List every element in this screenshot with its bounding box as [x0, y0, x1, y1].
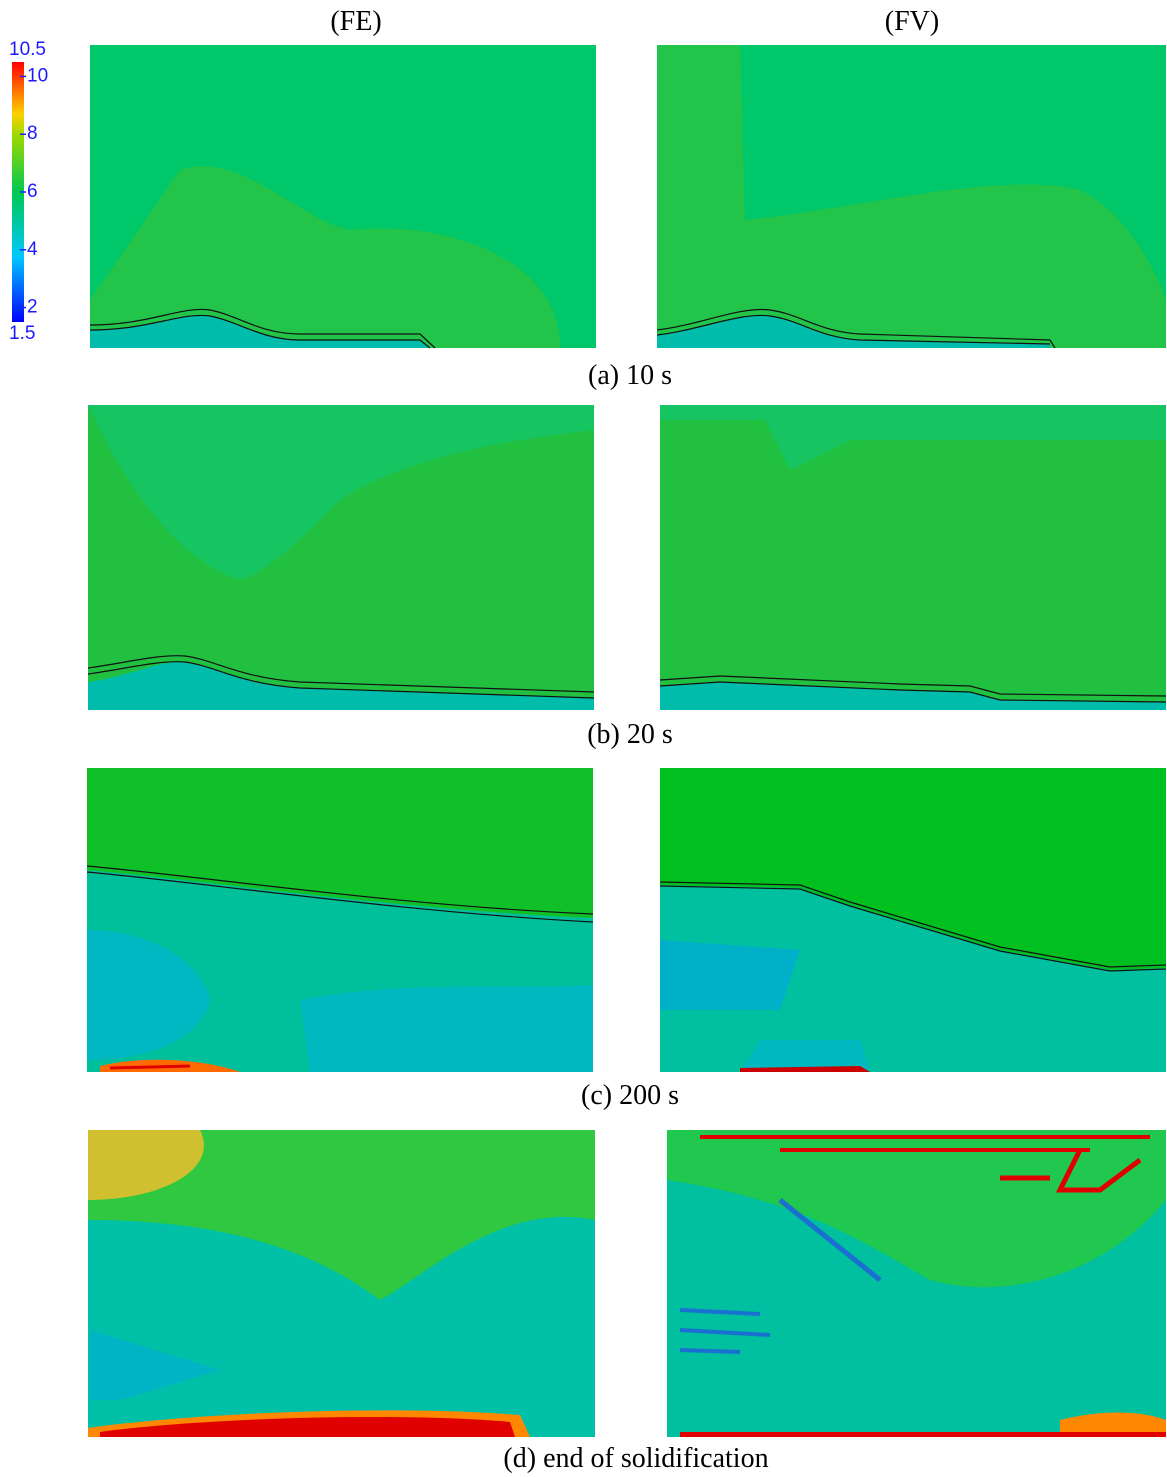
- colorbar-tick-label: 8: [27, 123, 38, 144]
- contour-region: [659, 681, 1167, 703]
- contour-region: [740, 1040, 870, 1072]
- contour-region: [659, 885, 1167, 972]
- colorbar-tick-label: 6: [27, 181, 38, 202]
- contour-region: [86, 865, 594, 915]
- contour-region: [89, 308, 436, 349]
- panel: [86, 768, 594, 1072]
- contour-region: [86, 871, 594, 923]
- column-header: (FV): [885, 6, 939, 37]
- contour-region: [656, 314, 1051, 345]
- contour-region: [90, 1330, 220, 1400]
- colorbar-tick-label: 1.5: [9, 323, 35, 344]
- panel: [659, 405, 1167, 710]
- contour-region: [87, 930, 210, 1060]
- contour-region: [778, 1198, 882, 1282]
- contour-region: [88, 1130, 204, 1200]
- contour-region: [1055, 1148, 1142, 1193]
- contour-region: [740, 1066, 870, 1072]
- contour-region: [660, 940, 800, 1010]
- contour-region: [660, 885, 1166, 1072]
- caption: (a) 10 s: [588, 360, 672, 391]
- contour-region: [88, 405, 594, 580]
- caption: (d) end of solidification: [503, 1443, 768, 1474]
- contour-region: [656, 308, 1056, 349]
- contour-region: [87, 661, 595, 699]
- contour-region: [1060, 1412, 1166, 1437]
- panel: [89, 45, 596, 349]
- contour-region: [657, 315, 1050, 348]
- contour-region: [660, 682, 1166, 710]
- panel: [656, 45, 1166, 349]
- contour-region: [87, 655, 595, 693]
- contour-region: [659, 881, 1167, 968]
- column-header: (FE): [330, 6, 381, 37]
- caption: (c) 200 s: [581, 1080, 679, 1111]
- colorbar-tick-label: 2: [27, 297, 38, 318]
- colorbar-tick-label: 4: [27, 239, 38, 260]
- contour-region: [300, 985, 593, 1072]
- panel: [87, 405, 595, 710]
- contour-region: [657, 45, 1166, 348]
- contour-region: [660, 405, 1166, 470]
- panel: [659, 768, 1167, 1072]
- contour-region: [680, 1432, 1166, 1437]
- contour-region: [667, 1130, 1166, 1288]
- contour-region: [90, 315, 430, 348]
- contour-region: [88, 1130, 595, 1300]
- contour-region: [100, 1417, 515, 1437]
- colorbar-tick-label: 10.5: [9, 39, 46, 60]
- caption: (b) 20 s: [587, 719, 673, 750]
- panel: [667, 1130, 1166, 1437]
- contour-region: [89, 314, 431, 349]
- contour-region: [679, 1308, 771, 1354]
- contour-region: [88, 661, 594, 710]
- colorbar-tick-label: 10: [27, 65, 48, 86]
- contour-region: [659, 675, 1167, 697]
- contour-region: [90, 166, 560, 348]
- panel: [88, 1130, 595, 1437]
- colorbar: [12, 62, 24, 322]
- contour-region: [109, 1064, 191, 1070]
- contour-region: [660, 405, 1166, 710]
